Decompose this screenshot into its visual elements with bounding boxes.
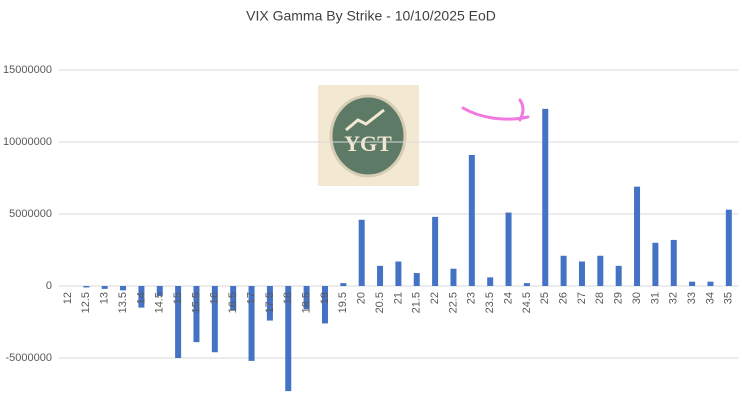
x-tick-label: 20: [356, 292, 368, 304]
bar: [560, 255, 567, 286]
chart-title: VIX Gamma By Strike - 10/10/2025 EoD: [246, 8, 496, 24]
bar: [468, 154, 475, 286]
x-tick-label: 17: [245, 292, 257, 304]
bar: [358, 219, 365, 286]
x-tick-label: 26: [558, 292, 570, 304]
x-tick-label: 29: [613, 292, 625, 304]
x-tick-label: 16: [209, 292, 221, 304]
plot-area: -5000000 0 5000000 10000000 15000000 12 12.5 13…: [3, 64, 738, 392]
bar: [156, 286, 163, 297]
x-tick-label: 19.5: [337, 292, 349, 313]
x-tick-label: 24.5: [521, 292, 533, 313]
x-tick-label: 32: [668, 292, 680, 304]
x-tick-label: 24: [502, 292, 514, 304]
logo-text: YGT: [344, 131, 392, 156]
bar: [193, 286, 200, 343]
bar: [101, 286, 108, 289]
x-tick-label: 23.5: [484, 292, 496, 313]
bar: [175, 286, 182, 358]
x-tick-label: 27: [576, 292, 588, 304]
x-tick-label: 15: [172, 292, 184, 304]
bar: [523, 283, 530, 286]
y-tick-label: 10000000: [3, 136, 52, 148]
annotation-arrow: [461, 98, 530, 122]
x-tick-label: 34: [704, 292, 716, 304]
x-tick-label: 14.5: [154, 292, 166, 313]
x-tick-label: 35: [723, 292, 735, 304]
logo: YGT: [318, 85, 419, 186]
x-tick-label: 23: [466, 292, 478, 304]
bar: [138, 286, 145, 308]
x-tick-label: 12: [62, 292, 74, 304]
x-tick-label: 33: [686, 292, 698, 304]
bar: [597, 255, 604, 286]
x-tick-label: 22: [429, 292, 441, 304]
bar: [578, 261, 585, 286]
x-tick-label: 22.5: [447, 292, 459, 313]
bar: [689, 281, 696, 286]
bar: [230, 286, 237, 311]
bar: [83, 286, 90, 288]
bar: [285, 286, 292, 392]
bar: [211, 286, 218, 353]
bar: [248, 286, 255, 361]
bar: [266, 286, 273, 321]
x-tick-label: 17.5: [264, 292, 276, 313]
logo-badge: [329, 94, 407, 178]
bar: [303, 286, 310, 310]
bar: [505, 212, 512, 286]
bar: [615, 265, 622, 286]
bar: [413, 273, 420, 286]
bar: [395, 261, 402, 286]
bar: [725, 209, 732, 286]
x-tick-label: 18: [282, 292, 294, 304]
bar: [450, 268, 457, 286]
bar: [634, 186, 641, 286]
x-tick-label: 15.5: [190, 292, 202, 313]
bar: [120, 286, 127, 291]
y-tick-label: 15000000: [3, 64, 52, 76]
x-tick-label: 14: [135, 292, 147, 304]
bar: [542, 108, 549, 286]
y-tick-label: 5000000: [9, 208, 52, 220]
bar: [670, 239, 677, 286]
x-tick-label: 21.5: [411, 292, 423, 313]
x-tick-label: 18.5: [301, 292, 313, 313]
x-tick-label: 28: [594, 292, 606, 304]
x-tick-label: 16.5: [227, 292, 239, 313]
y-tick-label: -5000000: [6, 352, 53, 364]
bar: [487, 277, 494, 286]
x-tick-label: 20.5: [374, 292, 386, 313]
x-tick-label: 25: [539, 292, 551, 304]
bar: [321, 286, 328, 324]
bar: [432, 216, 439, 286]
x-tick-label: 12.5: [80, 292, 92, 313]
x-tick-label: 19: [319, 292, 331, 304]
bar: [652, 242, 659, 286]
x-tick-label: 13.5: [117, 292, 129, 313]
logo-arrow: [345, 108, 385, 132]
bar: [340, 283, 347, 286]
bar: [707, 281, 714, 286]
x-tick-label: 21: [392, 292, 404, 304]
x-tick-label: 13: [99, 292, 111, 304]
y-tick-label: 0: [46, 280, 52, 292]
bar: [377, 265, 384, 286]
x-tick-label: 31: [649, 292, 661, 304]
x-tick-label: 30: [631, 292, 643, 304]
